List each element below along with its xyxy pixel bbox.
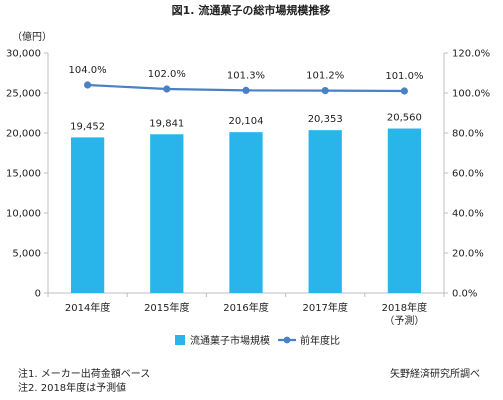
bar-value-label: 20,560 bbox=[387, 113, 422, 124]
line-layer bbox=[84, 81, 408, 95]
yoy-point bbox=[84, 81, 92, 89]
footnote-1: 注1. メーカー出荷金額ベース bbox=[18, 369, 151, 380]
bar bbox=[150, 134, 184, 293]
yoy-point bbox=[163, 85, 171, 93]
legend-label-line: 前年度比 bbox=[300, 334, 340, 347]
footnote-2: 注2. 2018年度は予測値 bbox=[18, 383, 127, 394]
yoy-point bbox=[321, 87, 329, 95]
source-credit: 矢野経済研究所調べ bbox=[390, 369, 480, 380]
bars-layer bbox=[70, 128, 422, 293]
y-right-tick-label: 60.0% bbox=[452, 169, 484, 180]
yoy-point bbox=[242, 86, 250, 94]
labels-layer: 19,452 19,841 20,104 20,353 20,560 104.0% 102.… bbox=[69, 65, 424, 132]
bar-value-label: 20,353 bbox=[308, 114, 343, 125]
bar bbox=[70, 137, 105, 293]
x-tick-sublabel: （予測） bbox=[384, 314, 424, 327]
y-left-tick-label: 30,000 bbox=[6, 49, 41, 60]
y-left-tick-label: 10,000 bbox=[6, 209, 41, 220]
y-left-tick-label: 5,000 bbox=[12, 249, 41, 260]
y-right-tick-label: 80.0% bbox=[452, 129, 484, 140]
y-right-tick-label: 20.0% bbox=[452, 249, 484, 260]
legend-label-bar: 流通菓子市場規模 bbox=[190, 334, 270, 347]
bar-value-label: 19,841 bbox=[149, 118, 184, 129]
x-tick-label: 2015年度 bbox=[144, 301, 189, 314]
y-left-tick-label: 20,000 bbox=[6, 129, 41, 140]
bar bbox=[229, 132, 263, 293]
bar bbox=[308, 130, 342, 293]
x-tick-label: 2016年度 bbox=[223, 301, 268, 314]
y-right-tick-label: 40.0% bbox=[452, 209, 484, 220]
yoy-point bbox=[400, 87, 408, 95]
yoy-value-label: 101.3% bbox=[227, 70, 265, 81]
y-left-tick-label: 0 bbox=[35, 289, 41, 300]
bar-value-label: 19,452 bbox=[70, 121, 105, 132]
yoy-value-label: 104.0% bbox=[69, 65, 107, 76]
legend: 流通菓子市場規模 前年度比 bbox=[175, 334, 340, 347]
x-tick-label: 2014年度 bbox=[65, 301, 110, 314]
y-right-tick-label: 0.0% bbox=[452, 289, 477, 300]
yoy-value-label: 102.0% bbox=[148, 69, 186, 80]
y-left-tick-label: 25,000 bbox=[6, 89, 41, 100]
x-tick-label: 2018年度 bbox=[382, 301, 427, 314]
yoy-value-label: 101.0% bbox=[385, 71, 423, 82]
yoy-value-label: 101.2% bbox=[306, 71, 344, 82]
bar-value-label: 20,104 bbox=[229, 116, 264, 127]
chart-title: 図1. 流通菓子の総市場規模推移 bbox=[172, 3, 331, 17]
y-right-tick-label: 120.0% bbox=[452, 49, 490, 60]
legend-swatch-bar bbox=[175, 335, 185, 345]
x-tick-label: 2017年度 bbox=[302, 301, 347, 314]
y-right-tick-label: 100.0% bbox=[452, 89, 490, 100]
bar bbox=[387, 128, 422, 293]
legend-marker-line bbox=[283, 336, 291, 344]
axes-layer: 0 5,000 10,000 15,000 20,000 25,000 30,000 0.0%… bbox=[6, 49, 490, 328]
y-left-tick-label: 15,000 bbox=[6, 169, 41, 180]
y-left-unit-label: （億円） bbox=[12, 30, 52, 43]
